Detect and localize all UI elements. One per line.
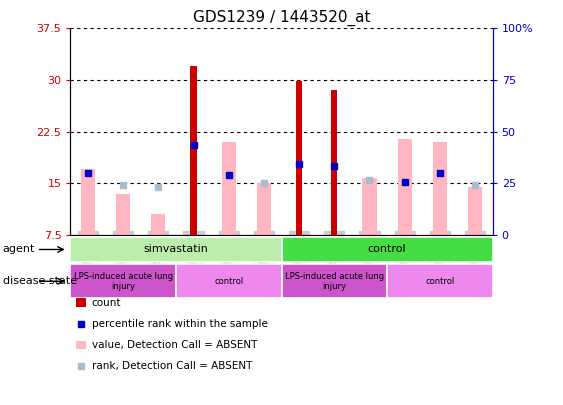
Bar — [81, 169, 95, 235]
Bar — [116, 194, 130, 235]
Text: agent: agent — [3, 245, 35, 254]
Text: percentile rank within the sample: percentile rank within the sample — [92, 319, 267, 328]
Bar — [296, 81, 302, 235]
Text: count: count — [92, 298, 121, 307]
Text: rank, Detection Call = ABSENT: rank, Detection Call = ABSENT — [92, 361, 252, 371]
Text: value, Detection Call = ABSENT: value, Detection Call = ABSENT — [92, 340, 257, 350]
Bar — [468, 187, 482, 235]
Text: disease state: disease state — [3, 276, 77, 286]
Text: LPS-induced acute lung
injury: LPS-induced acute lung injury — [285, 272, 384, 291]
Text: LPS-induced acute lung
injury: LPS-induced acute lung injury — [74, 272, 173, 291]
Bar — [190, 66, 196, 235]
Bar — [433, 142, 447, 235]
Text: GDS1239 / 1443520_at: GDS1239 / 1443520_at — [193, 10, 370, 26]
Bar — [397, 139, 412, 235]
Text: simvastatin: simvastatin — [144, 245, 208, 254]
Bar — [151, 214, 166, 235]
Bar — [257, 183, 271, 235]
Bar — [331, 90, 337, 235]
Text: control: control — [214, 277, 243, 286]
Text: control: control — [368, 245, 406, 254]
Text: control: control — [425, 277, 454, 286]
Bar — [222, 142, 236, 235]
Bar — [363, 178, 377, 235]
